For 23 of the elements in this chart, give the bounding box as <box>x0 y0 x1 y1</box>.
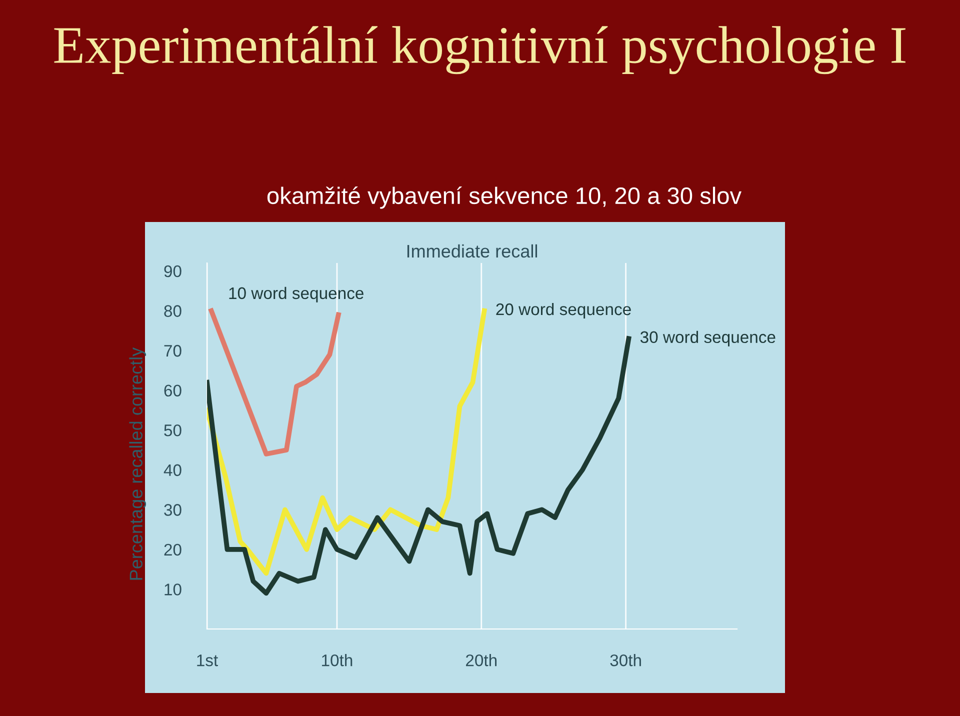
y-tick-label: 30 <box>164 504 182 516</box>
y-tick-label: 90 <box>164 265 182 278</box>
y-tick-label: 80 <box>164 305 182 317</box>
line-series <box>208 308 341 456</box>
series-label: 20 word sequence <box>496 302 631 319</box>
text: Experimentální kognitivní psychologie I <box>54 26 906 74</box>
chart-title: Immediate recall <box>407 244 538 258</box>
y-axis-title: Percentage recalled correctly <box>129 347 146 580</box>
x-tick-label: 1st <box>197 654 218 666</box>
series-label: 30 word sequence <box>640 330 776 346</box>
x-tick-label: 30th <box>610 654 641 666</box>
x-tick-label: 20th <box>466 654 497 666</box>
series-label: 10 word sequence <box>229 286 364 302</box>
y-tick-label: 20 <box>164 544 182 556</box>
line-series <box>207 308 487 576</box>
y-tick-label: 50 <box>164 424 182 436</box>
x-tick-label: 10th <box>322 654 352 666</box>
text: okamžité vybavení sekvence 10, 20 a 30 slov <box>267 186 742 209</box>
y-tick-label: 60 <box>164 384 182 397</box>
y-tick-label: 40 <box>164 464 182 476</box>
y-tick-label: 70 <box>164 344 182 357</box>
y-tick-label: 10 <box>164 584 182 596</box>
line-series <box>207 336 632 596</box>
